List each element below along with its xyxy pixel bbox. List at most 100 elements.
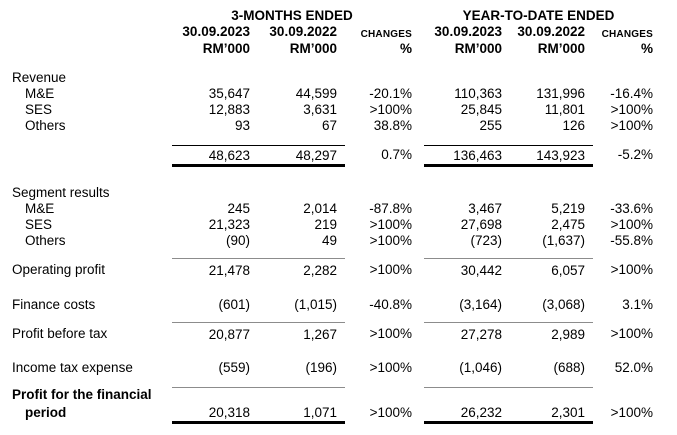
col-group-3-months-ended: 3-MONTHS ENDED	[231, 8, 353, 23]
row-label: Profit before tax	[12, 326, 108, 341]
cell-3m-2023: 20,877	[172, 322, 250, 343]
row-revenue-others: Others 93 67 38.8% 255 126 >100%	[0, 118, 677, 134]
row-label: Others	[25, 233, 66, 248]
unit-label-ytd-2022: RM’000	[537, 41, 585, 56]
cell-ytd-2023: 110,363	[454, 86, 502, 101]
cell-3m-changes: >100%	[369, 405, 412, 420]
rule-segment	[250, 387, 345, 403]
cell-3m-2022: (1,015)	[294, 297, 337, 312]
cell-3m-2023: 20,318	[172, 403, 250, 424]
cell-ytd-2022: 131,996	[536, 86, 585, 101]
cell-3m-2023: (601)	[218, 297, 250, 312]
cell-3m-2023: 21,323	[208, 217, 250, 232]
row-label: SES	[25, 217, 53, 232]
cell-3m-changes: >100%	[369, 233, 412, 248]
section-label-revenue: Revenue	[12, 70, 67, 85]
cell-ytd-2022: 143,923	[502, 145, 593, 167]
row-label: M&E	[25, 86, 55, 101]
row-revenue-ses: SES 12,883 3,631 >100% 25,845 11,801 >10…	[0, 102, 677, 118]
cell-ytd-2023: 30,442	[424, 258, 502, 279]
cell-ytd-2022: (688)	[553, 360, 585, 375]
row-label: M&E	[25, 201, 55, 216]
cell-ytd-changes: -5.2%	[617, 147, 653, 162]
cell-3m-changes: >100%	[369, 217, 412, 232]
unit-label-3m-2022: RM’000	[289, 41, 337, 56]
cell-ytd-2023: 25,845	[460, 102, 502, 117]
cell-ytd-2023: (723)	[470, 233, 502, 248]
row-label-line1: Profit for the financial	[12, 387, 152, 402]
row-label: Income tax expense	[12, 360, 133, 375]
cell-3m-2023: 48,623	[172, 145, 250, 167]
row-income-tax-expense: Income tax expense (559) (196) >100% (1,…	[0, 360, 677, 376]
row-revenue-total: 48,623 48,297 0.7% 136,463 143,923 -5.2%	[0, 145, 677, 167]
cell-ytd-2023: 27,278	[424, 322, 502, 343]
row-label: Operating profit	[12, 262, 106, 277]
cell-ytd-changes: >100%	[610, 405, 653, 420]
unit-label-ytd-2023: RM’000	[454, 41, 502, 56]
cell-ytd-2023: 26,232	[424, 403, 502, 424]
row-finance-costs: Finance costs (601) (1,015) -40.8% (3,16…	[0, 297, 677, 313]
cell-3m-changes: -20.1%	[369, 86, 412, 101]
cell-ytd-2022: 5,219	[551, 201, 585, 216]
cell-ytd-changes: -16.4%	[610, 86, 653, 101]
cell-ytd-2022: 2,301	[502, 403, 593, 424]
row-label: Finance costs	[12, 297, 96, 312]
cell-3m-2022: 49	[321, 233, 337, 248]
cell-ytd-changes: 3.1%	[622, 297, 653, 312]
cell-3m-2022: 67	[321, 118, 337, 133]
cell-ytd-changes: >100%	[610, 326, 653, 341]
row-segment-others: Others (90) 49 >100% (723) (1,637) -55.8…	[0, 233, 677, 249]
unit-label-3m-2023: RM’000	[202, 41, 250, 56]
cell-ytd-changes: >100%	[610, 118, 653, 133]
cell-3m-2023: 12,883	[208, 102, 250, 117]
cell-ytd-changes: >100%	[610, 102, 653, 117]
col-header-3m-date-2023: 30.09.2023	[182, 24, 250, 39]
cell-ytd-changes: >100%	[610, 262, 653, 277]
cell-ytd-changes: >100%	[610, 217, 653, 232]
cell-ytd-2022: 2,475	[551, 217, 585, 232]
cell-3m-changes: >100%	[369, 102, 412, 117]
col-header-ytd-date-2022: 30.09.2022	[517, 24, 585, 39]
cell-3m-changes: -40.8%	[369, 297, 412, 312]
row-label-line2: period	[25, 405, 67, 420]
cell-ytd-2022: 6,057	[502, 258, 593, 279]
cell-3m-2022: 2,014	[303, 201, 337, 216]
cell-3m-2023: 245	[227, 201, 250, 216]
cell-3m-2023: (559)	[218, 360, 250, 375]
cell-3m-2022: (196)	[305, 360, 337, 375]
cell-3m-2022: 1,071	[250, 403, 345, 424]
col-header-3m-date-2022: 30.09.2022	[269, 24, 337, 39]
section-label-segment-results: Segment results	[12, 185, 110, 200]
cell-3m-2023: (90)	[225, 233, 250, 248]
col-header-ytd-changes: CHANGES	[601, 29, 653, 40]
rule-segment	[172, 387, 250, 403]
col-header-3m-changes: CHANGES	[360, 29, 412, 40]
cell-ytd-2022: 126	[562, 118, 585, 133]
cell-ytd-changes: -55.8%	[610, 233, 653, 248]
cell-3m-2022: 1,267	[250, 322, 345, 343]
percent-label-ytd: %	[640, 41, 653, 56]
cell-ytd-2023: 27,698	[460, 217, 502, 232]
cell-ytd-2023: (3,164)	[459, 297, 502, 312]
cell-3m-changes: -87.8%	[369, 201, 412, 216]
cell-ytd-2023: (1,046)	[459, 360, 502, 375]
header-row-period-groups: 3-MONTHS ENDED YEAR-TO-DATE ENDED	[0, 8, 677, 24]
cell-3m-changes: >100%	[369, 360, 412, 375]
row-segment-section: Segment results	[0, 185, 677, 201]
cell-ytd-2022: 2,989	[502, 322, 593, 343]
row-revenue-me: M&E 35,647 44,599 -20.1% 110,363 131,996…	[0, 86, 677, 102]
cell-3m-2022: 44,599	[295, 86, 337, 101]
cell-ytd-2023: 3,467	[468, 201, 502, 216]
row-label: SES	[25, 102, 53, 117]
cell-3m-changes: >100%	[369, 326, 412, 341]
cell-3m-2023: 93	[234, 118, 250, 133]
cell-3m-changes: 38.8%	[373, 118, 412, 133]
percent-label-3m: %	[399, 41, 412, 56]
row-segment-ses: SES 21,323 219 >100% 27,698 2,475 >100%	[0, 217, 677, 233]
row-operating-profit: Operating profit 21,478 2,282 >100% 30,4…	[0, 258, 677, 278]
col-header-ytd-date-2023: 30.09.2023	[434, 24, 502, 39]
cell-ytd-2022: (1,637)	[542, 233, 585, 248]
row-net-profit-values: period 20,318 1,071 >100% 26,232 2,301 >…	[0, 403, 677, 424]
cell-ytd-2023: 136,463	[424, 145, 502, 167]
